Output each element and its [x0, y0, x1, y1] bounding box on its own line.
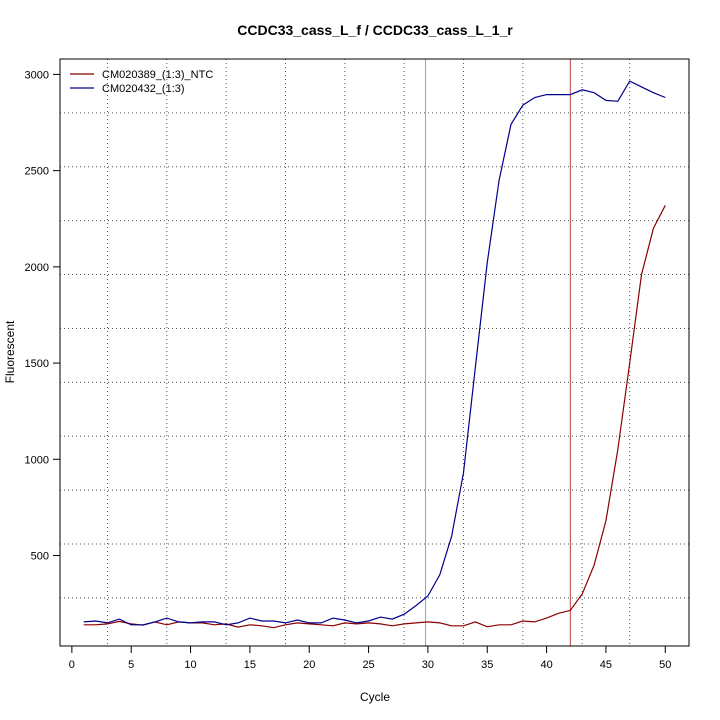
threshold-lines [425, 59, 571, 646]
y-tick-label: 500 [31, 551, 49, 563]
series-line [83, 205, 666, 629]
y-axis-label: Fluorescent [3, 320, 17, 383]
x-tick-label: 15 [244, 659, 256, 671]
x-axis: 0 5 10 15 20 25 30 35 40 45 50 [69, 645, 671, 671]
chart-title: CCDC33_cass_L_f / CCDC33_cass_L_1_r [237, 22, 513, 38]
x-tick-label: 10 [184, 659, 196, 671]
legend-label: CM020432_(1:3) [102, 83, 185, 95]
series-line [83, 80, 666, 626]
x-tick-label: 45 [600, 659, 612, 671]
plot-frame [59, 58, 690, 647]
x-tick-label: 0 [69, 659, 75, 671]
x-axis-label: Cycle [360, 690, 390, 704]
x-tick-label: 30 [422, 659, 434, 671]
y-tick-label: 1000 [25, 454, 49, 466]
x-tick-label: 25 [362, 659, 374, 671]
x-tick-label: 5 [128, 659, 134, 671]
x-tick-label: 40 [540, 659, 552, 671]
data-series [83, 80, 666, 629]
y-tick-label: 1500 [25, 358, 49, 370]
y-tick-label: 2000 [25, 262, 49, 274]
y-tick-label: 2500 [25, 166, 49, 178]
x-tick-label: 50 [659, 659, 671, 671]
y-tick-label: 3000 [25, 69, 49, 81]
x-tick-label: 35 [481, 659, 493, 671]
legend: CM020389_(1:3)_NTC CM020432_(1:3) [70, 69, 213, 95]
legend-label: CM020389_(1:3)_NTC [102, 69, 213, 81]
y-axis: 500 1000 1500 2000 2500 3000 [25, 69, 61, 563]
grid-lines [60, 59, 689, 646]
x-tick-label: 20 [303, 659, 315, 671]
